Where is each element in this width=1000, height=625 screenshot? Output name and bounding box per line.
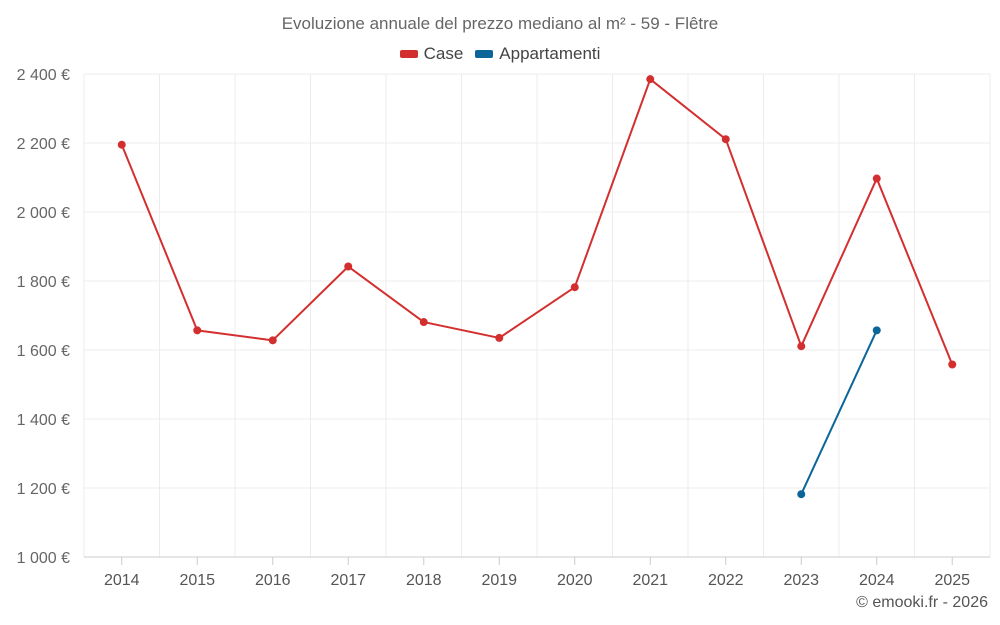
data-point-case: [344, 262, 353, 271]
legend-swatch-case: [399, 50, 418, 58]
legend: Case Appartamenti: [0, 44, 1000, 64]
credit: © emooki.fr - 2026: [856, 594, 988, 611]
x-tick-label: 2017: [330, 572, 366, 589]
data-point-appartamenti: [797, 490, 806, 499]
data-point-case: [948, 360, 957, 369]
x-tick-label: 2023: [783, 572, 819, 589]
x-tick-label: 2021: [632, 572, 668, 589]
x-tick-label: 2015: [179, 572, 215, 589]
legend-label-appartamenti: Appartamenti: [499, 44, 601, 63]
legend-swatch-appartamenti: [475, 50, 494, 58]
data-point-case: [193, 326, 202, 335]
y-tick-label: 1 200 €: [17, 481, 70, 498]
y-tick-label: 1 800 €: [17, 274, 70, 291]
data-point-case: [117, 140, 126, 149]
y-tick-label: 1 000 €: [17, 550, 70, 567]
chart-title: Evoluzione annuale del prezzo mediano al…: [281, 14, 719, 33]
data-point-case: [419, 318, 428, 327]
x-tick-label: 2022: [708, 572, 744, 589]
x-tick-label: 2019: [481, 572, 517, 589]
y-tick-label: 1 600 €: [17, 343, 70, 360]
data-point-case: [495, 333, 504, 342]
x-tick-label: 2025: [934, 572, 970, 589]
x-tick-label: 2018: [406, 572, 442, 589]
x-tick-label: 2014: [104, 572, 140, 589]
legend-item-case[interactable]: Case: [399, 44, 464, 64]
data-point-appartamenti: [872, 326, 881, 335]
data-point-case: [721, 135, 730, 144]
series-line-appartamenti: [800, 329, 878, 495]
y-tick-label: 1 400 €: [17, 412, 70, 429]
y-tick-label: 2 200 €: [17, 136, 70, 153]
data-point-case: [570, 283, 579, 292]
x-tick-label: 2016: [255, 572, 291, 589]
legend-label-case: Case: [423, 44, 464, 63]
x-tick-label: 2024: [859, 572, 895, 589]
data-point-case: [646, 75, 655, 84]
series-line-case: [120, 78, 954, 365]
data-point-case: [797, 342, 806, 351]
legend-item-appartamenti[interactable]: Appartamenti: [475, 44, 600, 64]
data-point-case: [872, 174, 881, 183]
y-tick-label: 2 400 €: [17, 67, 70, 84]
data-point-case: [268, 336, 277, 345]
x-tick-label: 2020: [557, 572, 593, 589]
y-tick-label: 2 000 €: [17, 205, 70, 222]
